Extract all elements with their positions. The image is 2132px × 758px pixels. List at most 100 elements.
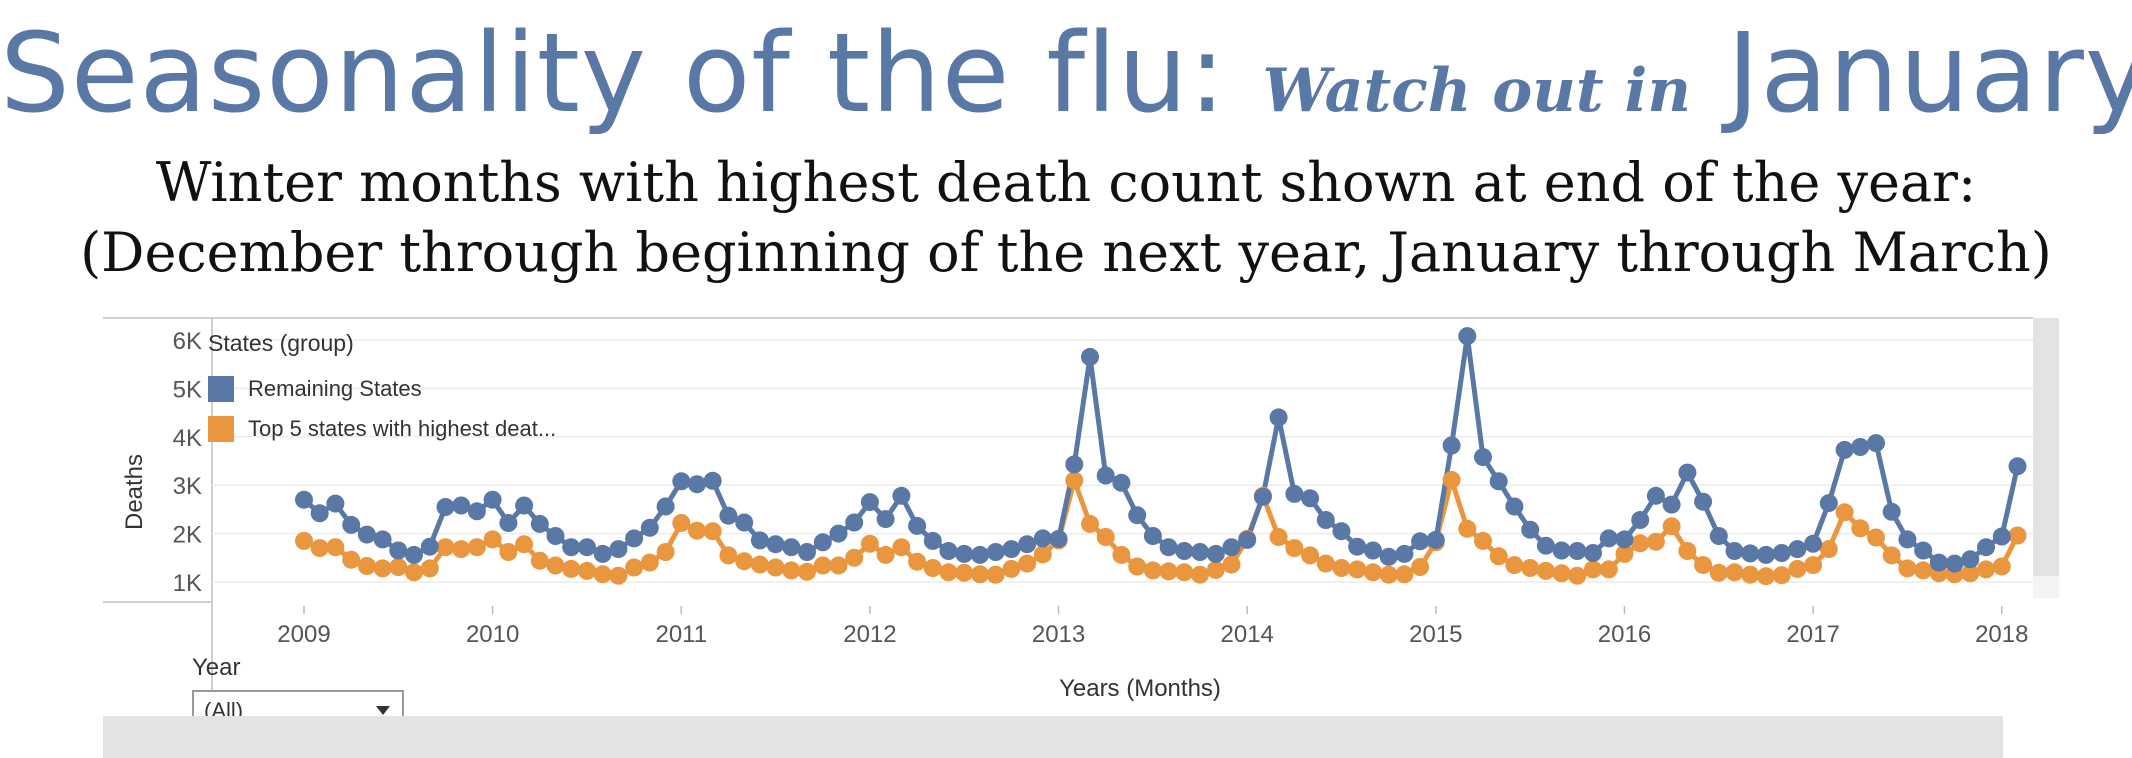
data-point-top5[interactable] bbox=[1725, 563, 1744, 582]
data-point-top5[interactable] bbox=[1159, 562, 1178, 581]
data-point-top5[interactable] bbox=[1646, 532, 1665, 551]
data-point-remaining[interactable] bbox=[1159, 538, 1178, 557]
data-point-remaining[interactable] bbox=[625, 529, 644, 548]
data-point-top5[interactable] bbox=[1835, 503, 1854, 522]
data-point-remaining[interactable] bbox=[1049, 529, 1068, 548]
data-point-top5[interactable] bbox=[735, 552, 754, 571]
data-point-remaining[interactable] bbox=[1536, 536, 1555, 555]
data-point-remaining[interactable] bbox=[829, 524, 848, 543]
data-point-remaining[interactable] bbox=[1599, 529, 1618, 548]
data-point-remaining[interactable] bbox=[1914, 541, 1933, 560]
data-point-remaining[interactable] bbox=[688, 475, 706, 494]
data-point-remaining[interactable] bbox=[939, 542, 958, 560]
data-point-remaining[interactable] bbox=[1851, 438, 1870, 456]
data-point-top5[interactable] bbox=[1631, 534, 1650, 553]
data-point-remaining[interactable] bbox=[782, 538, 801, 557]
data-point-top5[interactable] bbox=[310, 539, 329, 558]
data-point-top5[interactable] bbox=[326, 538, 345, 557]
data-point-top5[interactable] bbox=[1568, 566, 1587, 585]
data-point-top5[interactable] bbox=[625, 558, 644, 577]
data-point-top5[interactable] bbox=[1002, 559, 1021, 578]
data-point-top5[interactable] bbox=[955, 563, 974, 582]
data-point-top5[interactable] bbox=[1678, 542, 1697, 560]
data-point-remaining[interactable] bbox=[845, 513, 864, 532]
data-point-remaining[interactable] bbox=[1222, 538, 1241, 557]
data-point-top5[interactable] bbox=[515, 535, 534, 554]
data-point-top5[interactable] bbox=[1175, 563, 1194, 582]
data-point-top5[interactable] bbox=[1772, 566, 1791, 585]
data-point-top5[interactable] bbox=[1851, 519, 1870, 538]
data-point-remaining[interactable] bbox=[1568, 542, 1587, 560]
data-point-top5[interactable] bbox=[1033, 545, 1052, 564]
data-point-top5[interactable] bbox=[1379, 565, 1398, 584]
data-point-remaining[interactable] bbox=[719, 506, 738, 525]
data-point-remaining[interactable] bbox=[295, 490, 313, 509]
data-point-top5[interactable] bbox=[357, 557, 376, 575]
data-point-remaining[interactable] bbox=[1426, 530, 1445, 549]
data-point-top5[interactable] bbox=[546, 556, 565, 575]
data-point-remaining[interactable] bbox=[1175, 542, 1194, 560]
data-point-remaining[interactable] bbox=[1804, 534, 1823, 553]
data-point-top5[interactable] bbox=[1992, 557, 2011, 576]
data-point-remaining[interactable] bbox=[436, 498, 455, 516]
data-point-top5[interactable] bbox=[1788, 559, 1807, 578]
vertical-scrollbar[interactable] bbox=[2033, 318, 2059, 576]
data-point-remaining[interactable] bbox=[1977, 538, 1995, 557]
data-point-remaining[interactable] bbox=[703, 471, 722, 490]
data-point-remaining[interactable] bbox=[1065, 455, 1084, 474]
data-point-remaining[interactable] bbox=[546, 527, 565, 545]
data-point-remaining[interactable] bbox=[1961, 550, 1980, 569]
data-point-remaining[interactable] bbox=[1757, 545, 1775, 564]
data-point-remaining[interactable] bbox=[1615, 530, 1634, 549]
data-point-remaining[interactable] bbox=[1772, 544, 1791, 562]
data-point-remaining[interactable] bbox=[1364, 541, 1382, 560]
data-point-remaining[interactable] bbox=[798, 543, 816, 561]
data-point-remaining[interactable] bbox=[483, 490, 502, 509]
data-point-remaining[interactable] bbox=[2008, 457, 2027, 476]
data-point-remaining[interactable] bbox=[955, 544, 974, 563]
data-point-top5[interactable] bbox=[1096, 528, 1115, 546]
data-point-remaining[interactable] bbox=[342, 515, 361, 534]
data-point-top5[interactable] bbox=[1128, 557, 1147, 576]
data-point-top5[interactable] bbox=[1804, 556, 1823, 575]
data-point-remaining[interactable] bbox=[640, 518, 659, 537]
data-point-top5[interactable] bbox=[876, 545, 895, 564]
data-point-remaining[interactable] bbox=[1741, 544, 1760, 563]
data-point-top5[interactable] bbox=[782, 561, 801, 580]
data-point-top5[interactable] bbox=[1018, 554, 1037, 573]
data-point-remaining[interactable] bbox=[908, 516, 927, 535]
data-point-top5[interactable] bbox=[295, 531, 313, 550]
data-point-remaining[interactable] bbox=[1238, 530, 1257, 549]
data-point-remaining[interactable] bbox=[1442, 436, 1461, 455]
data-point-top5[interactable] bbox=[1065, 471, 1084, 490]
data-point-top5[interactable] bbox=[342, 550, 361, 569]
data-point-remaining[interactable] bbox=[357, 525, 376, 544]
data-point-top5[interactable] bbox=[593, 565, 612, 584]
data-point-top5[interactable] bbox=[1348, 560, 1367, 579]
data-point-top5[interactable] bbox=[923, 559, 942, 577]
data-point-top5[interactable] bbox=[1914, 561, 1933, 580]
data-point-remaining[interactable] bbox=[1332, 522, 1351, 541]
data-point-remaining[interactable] bbox=[1521, 520, 1540, 539]
data-point-top5[interactable] bbox=[1961, 564, 1980, 583]
data-point-top5[interactable] bbox=[530, 551, 549, 570]
data-point-remaining[interactable] bbox=[1662, 495, 1681, 514]
data-point-top5[interactable] bbox=[609, 566, 628, 585]
data-point-top5[interactable] bbox=[405, 563, 423, 582]
data-point-remaining[interactable] bbox=[1489, 472, 1508, 491]
data-point-remaining[interactable] bbox=[562, 538, 581, 557]
data-point-top5[interactable] bbox=[656, 543, 675, 561]
data-point-remaining[interactable] bbox=[892, 486, 911, 505]
data-point-remaining[interactable] bbox=[310, 504, 329, 523]
data-point-remaining[interactable] bbox=[578, 538, 596, 557]
data-point-remaining[interactable] bbox=[467, 502, 486, 521]
data-point-top5[interactable] bbox=[562, 559, 581, 578]
data-point-remaining[interactable] bbox=[1505, 497, 1524, 516]
data-point-top5[interactable] bbox=[1411, 558, 1430, 576]
data-point-remaining[interactable] bbox=[656, 497, 675, 516]
data-point-remaining[interactable] bbox=[530, 514, 549, 533]
data-point-remaining[interactable] bbox=[1395, 544, 1414, 563]
data-point-top5[interactable] bbox=[452, 540, 471, 559]
data-point-remaining[interactable] bbox=[1191, 543, 1209, 561]
data-point-remaining[interactable] bbox=[1411, 532, 1430, 551]
